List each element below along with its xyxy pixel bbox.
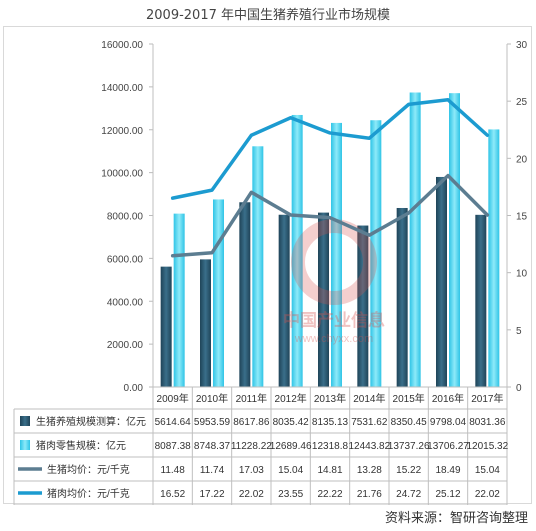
left-axis-tick-label: 4000.00 (107, 297, 144, 308)
bar-retail-scale (291, 114, 303, 388)
bar-breeding-scale (396, 207, 408, 387)
table-cell: 8748.37 (194, 441, 231, 452)
left-axis-tick-label: 12000.00 (101, 126, 143, 137)
source-note: 资料来源：智研咨询整理 (384, 511, 528, 526)
right-axis-tick-label: 25 (516, 97, 528, 108)
category-label: 2014年 (353, 392, 385, 405)
table-cell: 8035.42 (273, 417, 310, 428)
bar-breeding-scale (357, 225, 369, 387)
bar-retail-scale (409, 92, 421, 387)
bar-retail-scale (449, 93, 460, 387)
table-cell: 5953.59 (194, 417, 231, 428)
table-cell: 15.04 (278, 465, 303, 476)
left-axis-tick-label: 10000.00 (101, 169, 143, 180)
left-axis-tick-label: 14000.00 (101, 83, 143, 94)
watermark-logo (291, 219, 377, 305)
right-axis-tick-label: 15 (516, 212, 528, 223)
table-cell: 22.02 (475, 489, 500, 500)
table-cell: 25.12 (435, 489, 460, 500)
table-cell: 13.28 (357, 465, 382, 476)
right-axis-tick-label: 30 (516, 40, 528, 51)
chart-svg: 0.00 2000.00 4000.00 6000.00 8000.00 10000.00… (13, 40, 528, 505)
table-cell: 11228.22 (231, 441, 272, 452)
category-label: 2013年 (314, 392, 346, 405)
table-cell: 11.74 (200, 465, 225, 476)
table-cell: 17.22 (199, 489, 224, 500)
table-cell: 8031.36 (469, 417, 506, 428)
bar-breeding-scale (475, 214, 487, 387)
watermark-text: 中国产业信息 (283, 310, 385, 330)
bar-breeding-scale (200, 259, 211, 387)
table-cell: 8617.86 (233, 417, 270, 428)
bar-breeding-scale (436, 176, 447, 387)
table-cell: 21.76 (357, 489, 382, 500)
category-label: 2011年 (236, 392, 268, 405)
table-cell: 17.03 (239, 465, 264, 476)
line-pork-price (170, 98, 490, 200)
table-cell: 8350.45 (391, 417, 428, 428)
right-axis-tick-label: 10 (516, 269, 528, 280)
category-label: 2016年 (432, 392, 464, 405)
left-axis-tick-label: 0.00 (124, 383, 144, 394)
category-label: 2015年 (393, 392, 425, 405)
bar-retail-scale (488, 129, 500, 387)
watermark-url: www.chyxx.com (294, 333, 373, 345)
right-axis-tick-label: 20 (516, 154, 528, 165)
bar-breeding-scale (278, 214, 290, 387)
table-cell: 15.04 (475, 465, 500, 476)
table-cell: 12015.32 (466, 441, 508, 452)
table-cell: 8087.38 (155, 441, 192, 452)
left-axis-tick-label: 16000.00 (101, 40, 143, 51)
legend-label: 生猪养殖规模测算：亿元 (36, 415, 146, 428)
table-cell: 22.02 (239, 489, 264, 500)
table-cell: 5614.64 (155, 417, 192, 428)
category-label: 2017年 (471, 392, 503, 405)
table-cell: 12443.82 (348, 441, 390, 452)
category-label: 2009年 (157, 392, 189, 405)
legend-label: 猪肉均价：元/千克 (47, 487, 130, 500)
table-cell: 22.22 (317, 489, 342, 500)
right-axis-tick-label: 0 (516, 383, 522, 394)
table-cell: 23.55 (278, 489, 303, 500)
table-cell: 13737.26 (388, 441, 430, 452)
bar-retail-scale (173, 213, 185, 387)
category-label: 2012年 (275, 392, 307, 405)
chart-title: 2009-2017 年中国生猪养殖行业市场规模 (146, 8, 390, 23)
bar-breeding-scale (239, 202, 251, 387)
table-cell: 9798.04 (430, 417, 467, 428)
table-cell: 15.22 (396, 465, 421, 476)
left-axis-tick-label: 6000.00 (107, 254, 144, 265)
table-cell: 16.52 (160, 489, 185, 500)
left-axis-tick-label: 2000.00 (107, 340, 144, 351)
table-cell: 11.48 (161, 465, 186, 476)
legend-key-bar (20, 416, 30, 426)
bar-breeding-scale (318, 212, 329, 387)
line-hog-price (170, 173, 490, 258)
right-axis-tick-label: 5 (516, 326, 522, 337)
legend-label: 生猪均价：元/千克 (47, 463, 130, 476)
legend-key-bar (20, 440, 30, 450)
table-cell: 14.81 (317, 465, 342, 476)
left-axis-tick-label: 8000.00 (107, 212, 144, 223)
category-label: 2010年 (196, 392, 228, 405)
table-cell: 12318.8 (312, 441, 349, 452)
bar-retail-scale (252, 146, 264, 387)
table-cell: 8135.13 (312, 417, 349, 428)
bar-retail-scale (331, 122, 342, 388)
bar-retail-scale (370, 120, 382, 388)
table-cell: 24.72 (396, 489, 421, 500)
legend-label: 猪肉零售规模：亿元 (36, 439, 126, 452)
bar-retail-scale (213, 199, 224, 387)
table-cell: 13706.27 (427, 441, 469, 452)
chart-frame: 0.00 2000.00 4000.00 6000.00 8000.00 10000.00… (3, 26, 532, 505)
table-cell: 7531.62 (351, 417, 388, 428)
bar-breeding-scale (160, 266, 172, 387)
table-cell: 12689.46 (270, 441, 312, 452)
table-cell: 18.49 (435, 465, 460, 476)
